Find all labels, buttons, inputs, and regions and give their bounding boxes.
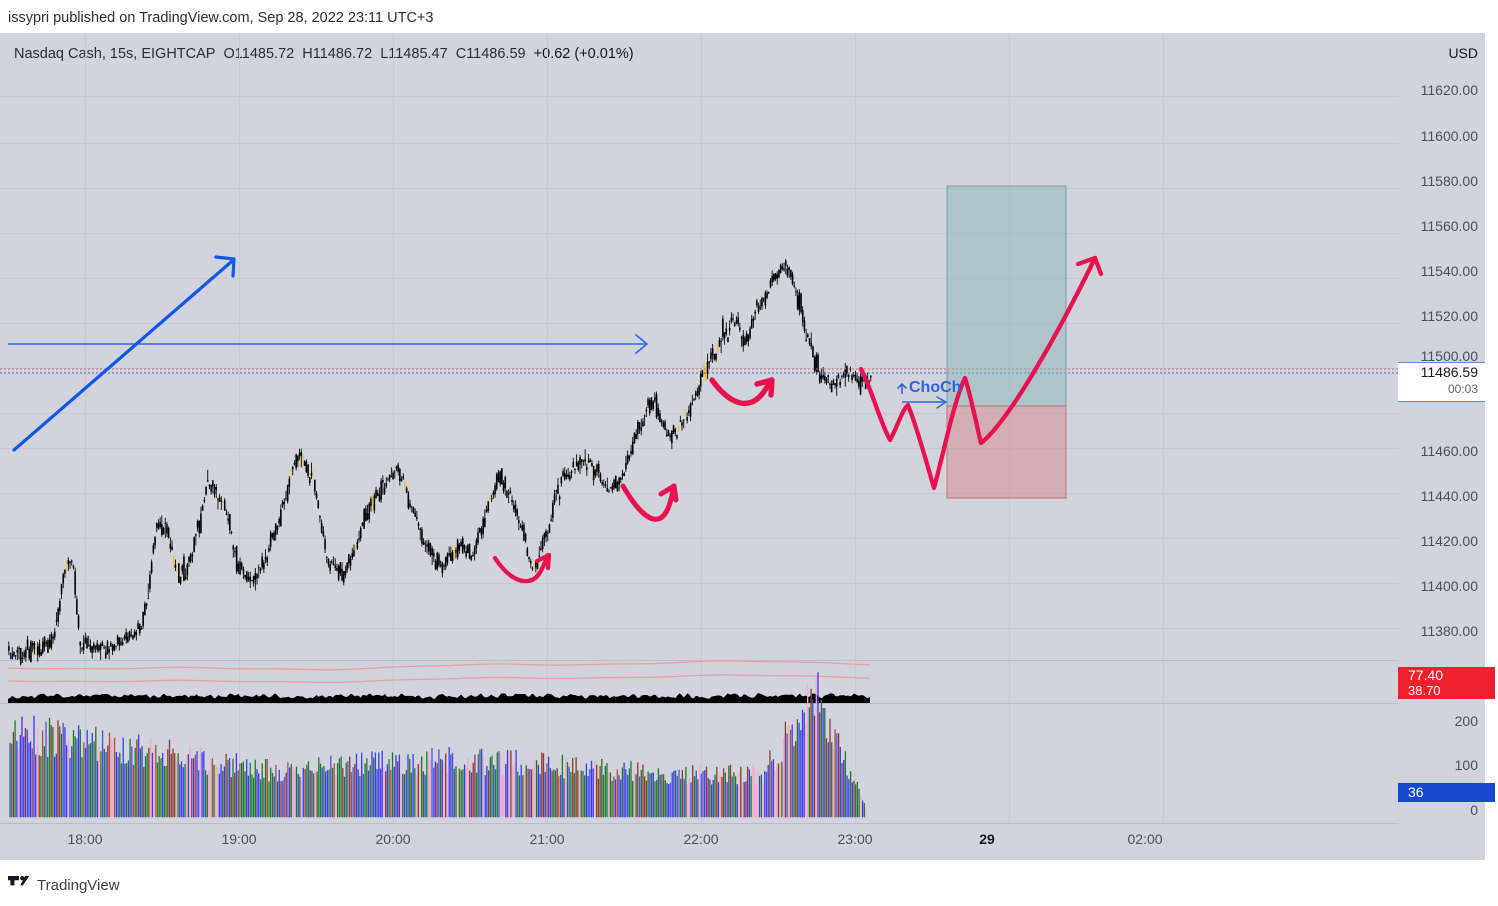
svg-text:ChoCh: ChoCh: [909, 379, 961, 396]
